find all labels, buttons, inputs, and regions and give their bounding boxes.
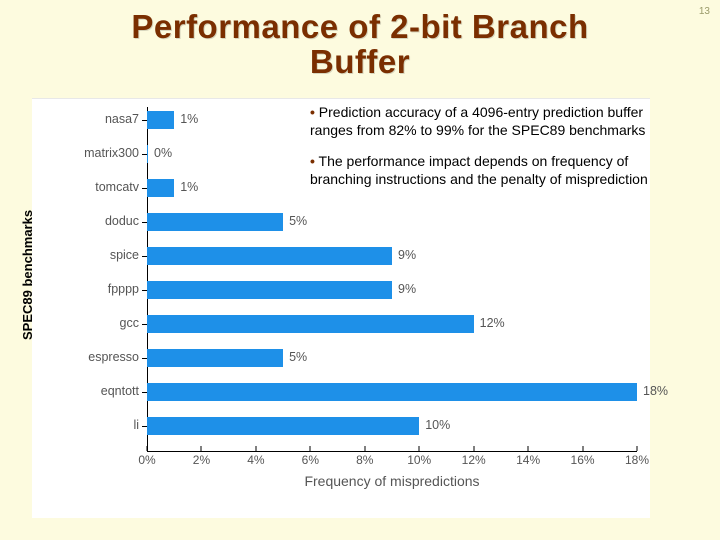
category-label: li	[133, 418, 147, 432]
bullet-item: • Prediction accuracy of a 4096-entry pr…	[310, 104, 676, 139]
x-tick-label: 16%	[571, 453, 595, 467]
bar	[147, 213, 283, 231]
bar	[147, 111, 174, 129]
value-label: 5%	[289, 214, 307, 228]
x-tick-label: 6%	[302, 453, 319, 467]
value-label: 18%	[643, 384, 668, 398]
bullet-dot-icon: •	[310, 104, 315, 120]
bullet-text: Prediction accuracy of a 4096-entry pred…	[310, 104, 645, 138]
x-tick-label: 18%	[625, 453, 649, 467]
slide-title: Performance of 2-bit Branch Buffer	[0, 0, 720, 79]
bar	[147, 247, 392, 265]
value-label: 9%	[398, 282, 416, 296]
category-label: espresso	[88, 350, 147, 364]
bar-row: doduc5%	[147, 213, 637, 231]
bar-row: espresso5%	[147, 349, 637, 367]
x-tick-mark	[364, 446, 365, 451]
bar-row: spice9%	[147, 247, 637, 265]
x-tick-label: 12%	[462, 453, 486, 467]
x-tick-mark	[255, 446, 256, 451]
category-label: matrix300	[84, 146, 147, 160]
x-tick-mark	[201, 446, 202, 451]
x-tick-label: 2%	[193, 453, 210, 467]
x-tick-mark	[419, 446, 420, 451]
value-label: 0%	[154, 146, 172, 160]
bar	[147, 383, 637, 401]
x-tick-mark	[473, 446, 474, 451]
x-axis-label: Frequency of mispredictions	[147, 473, 637, 489]
category-label: nasa7	[105, 112, 147, 126]
x-axis-line	[147, 451, 637, 452]
category-label: fpppp	[108, 282, 147, 296]
x-tick-mark	[147, 446, 148, 451]
title-line-2: Buffer	[310, 43, 410, 80]
x-tick-label: 8%	[356, 453, 373, 467]
value-label: 1%	[180, 112, 198, 126]
title-line-1: Performance of 2-bit Branch	[131, 8, 588, 45]
x-tick-label: 0%	[138, 453, 155, 467]
bar	[147, 281, 392, 299]
bar-row: fpppp9%	[147, 281, 637, 299]
value-label: 5%	[289, 350, 307, 364]
bar	[147, 349, 283, 367]
bar	[147, 315, 474, 333]
category-label: eqntott	[101, 384, 147, 398]
value-label: 9%	[398, 248, 416, 262]
bar	[147, 417, 419, 435]
page-number: 13	[699, 6, 710, 17]
bullet-text: The performance impact depends on freque…	[310, 153, 648, 187]
category-label: gcc	[120, 316, 147, 330]
x-tick-mark	[310, 446, 311, 451]
x-tick-mark	[528, 446, 529, 451]
bar-row: gcc12%	[147, 315, 637, 333]
value-label: 1%	[180, 180, 198, 194]
bullet-item: • The performance impact depends on freq…	[310, 153, 676, 188]
x-tick-label: 10%	[407, 453, 431, 467]
bar	[147, 179, 174, 197]
bar-row: li10%	[147, 417, 637, 435]
x-tick-mark	[637, 446, 638, 451]
bar	[147, 145, 148, 163]
category-label: doduc	[105, 214, 147, 228]
x-tick-label: 14%	[516, 453, 540, 467]
category-label: tomcatv	[95, 180, 147, 194]
category-label: spice	[110, 248, 147, 262]
value-label: 10%	[425, 418, 450, 432]
x-tick-mark	[582, 446, 583, 451]
bullet-dot-icon: •	[310, 153, 315, 169]
bar-row: eqntott18%	[147, 383, 637, 401]
value-label: 12%	[480, 316, 505, 330]
bullet-list: • Prediction accuracy of a 4096-entry pr…	[310, 104, 676, 202]
x-tick-label: 4%	[247, 453, 264, 467]
